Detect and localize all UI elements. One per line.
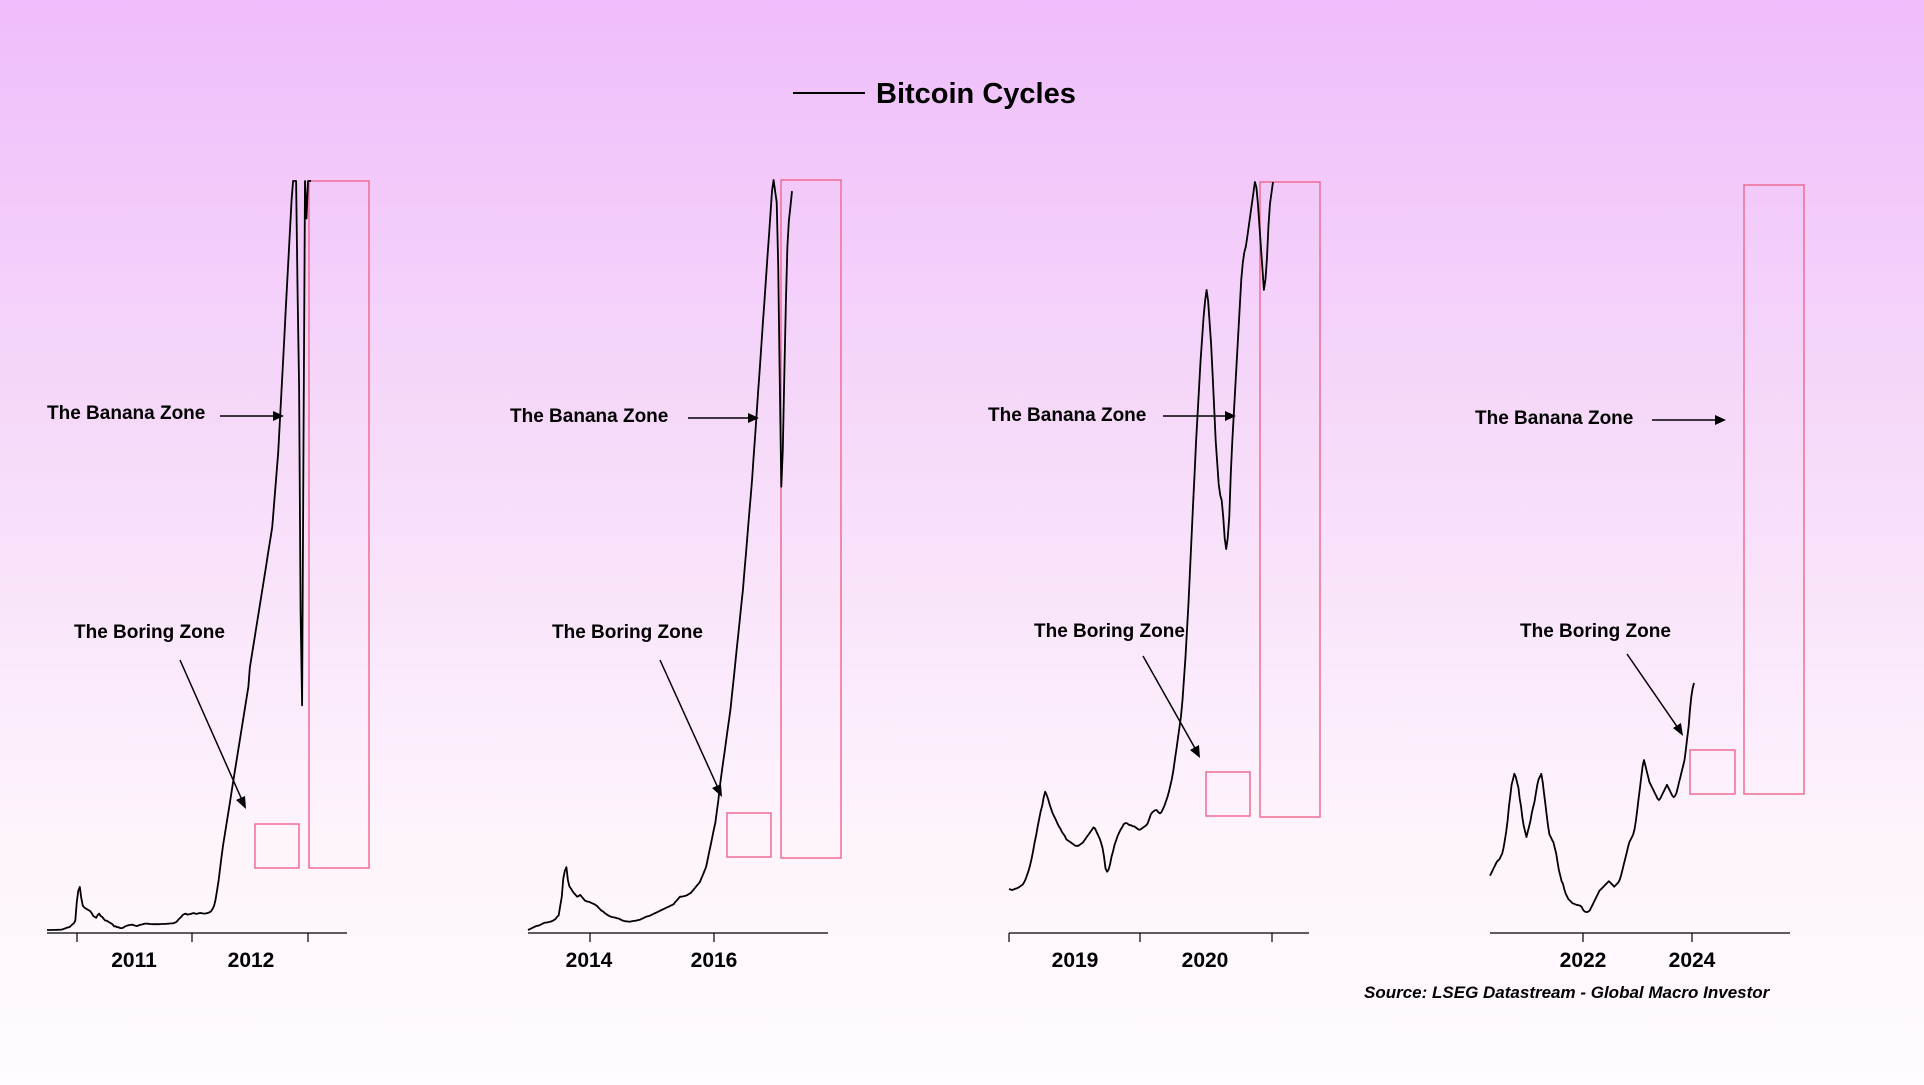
boring-zone-label: The Boring Zone — [74, 622, 225, 643]
x-tick-label: 2022 — [1560, 949, 1607, 972]
cycle-panel-4: The Banana Zone The Boring Zone 2022 202… — [1475, 184, 1805, 972]
boring-zone-arrow — [1142, 655, 1200, 758]
x-tick-label: 2011 — [111, 949, 157, 972]
cycle-panel-3: The Banana Zone The Boring Zone 2019 202… — [988, 181, 1321, 972]
x-tick-label: 2020 — [1182, 949, 1229, 972]
x-tick-label: 2024 — [1669, 949, 1716, 972]
banana-zone-box — [308, 180, 370, 869]
x-tick-label: 2019 — [1052, 949, 1099, 972]
boring-zone-box — [1689, 749, 1736, 795]
chart-title: Bitcoin Cycles — [876, 78, 1076, 110]
banana-zone-box — [780, 179, 842, 859]
cycle-panel-2: The Banana Zone The Boring Zone 2014 201… — [510, 179, 842, 972]
cycle-panel-1: The Banana Zone The Boring Zone 2011 201… — [47, 180, 370, 972]
price-line-series — [1008, 181, 1274, 891]
banana-zone-label: The Banana Zone — [988, 405, 1146, 426]
banana-zone-label: The Banana Zone — [510, 406, 668, 427]
banana-zone-label: The Banana Zone — [47, 403, 205, 424]
boring-zone-box — [726, 812, 772, 858]
banana-zone-box — [1259, 181, 1321, 818]
price-line-series — [527, 179, 793, 931]
x-tick-label: 2016 — [691, 949, 738, 972]
source-note: Source: LSEG Datastream - Global Macro I… — [1364, 983, 1771, 1002]
banana-zone-arrow — [688, 413, 759, 423]
banana-zone-arrow — [1652, 415, 1726, 425]
price-line-series — [1489, 682, 1695, 913]
legend: Bitcoin Cycles — [793, 78, 1076, 110]
boring-zone-arrow — [179, 659, 246, 809]
boring-zone-label: The Boring Zone — [1034, 621, 1185, 642]
boring-zone-label: The Boring Zone — [552, 622, 703, 643]
banana-zone-box — [1743, 184, 1805, 795]
banana-zone-arrow — [220, 411, 284, 421]
boring-zone-label: The Boring Zone — [1520, 621, 1671, 642]
boring-zone-arrow — [1626, 653, 1683, 736]
x-tick-label: 2014 — [566, 949, 613, 972]
x-tick-label: 2012 — [228, 949, 275, 972]
boring-zone-box — [1205, 771, 1251, 817]
price-line-series — [47, 180, 311, 931]
banana-zone-arrow — [1163, 411, 1236, 421]
boring-zone-box — [254, 823, 300, 869]
banana-zone-label: The Banana Zone — [1475, 408, 1633, 429]
boring-zone-arrow — [659, 659, 722, 797]
